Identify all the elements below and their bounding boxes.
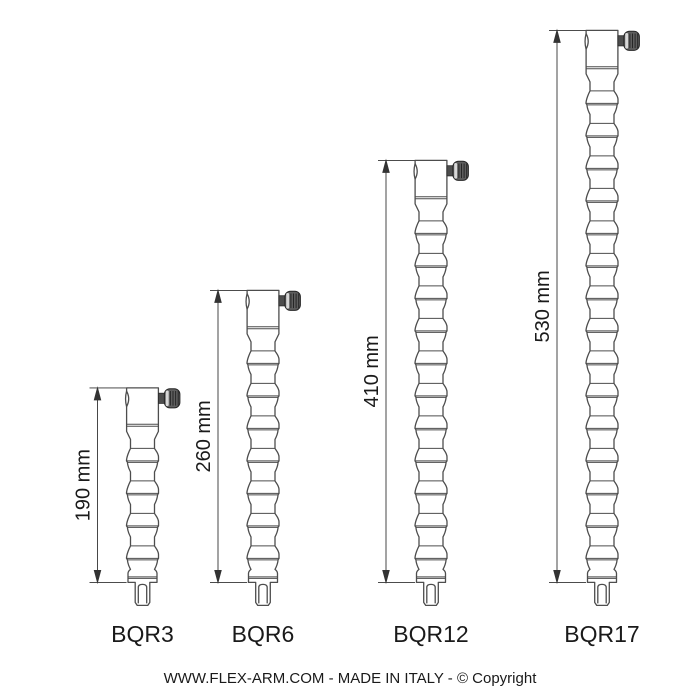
- svg-text:BQR6: BQR6: [232, 621, 295, 647]
- svg-text:410 mm: 410 mm: [361, 335, 383, 407]
- svg-text:WWW.FLEX-ARM.COM - MADE IN I: WWW.FLEX-ARM.COM - MADE IN ITALY - © Cop…: [164, 670, 538, 687]
- svg-text:BQR17: BQR17: [564, 621, 639, 647]
- svg-text:190 mm: 190 mm: [73, 449, 95, 521]
- svg-text:530 mm: 530 mm: [532, 270, 554, 342]
- svg-text:260 mm: 260 mm: [193, 400, 215, 472]
- svg-text:BQR3: BQR3: [111, 621, 174, 647]
- svg-text:BQR12: BQR12: [393, 621, 468, 647]
